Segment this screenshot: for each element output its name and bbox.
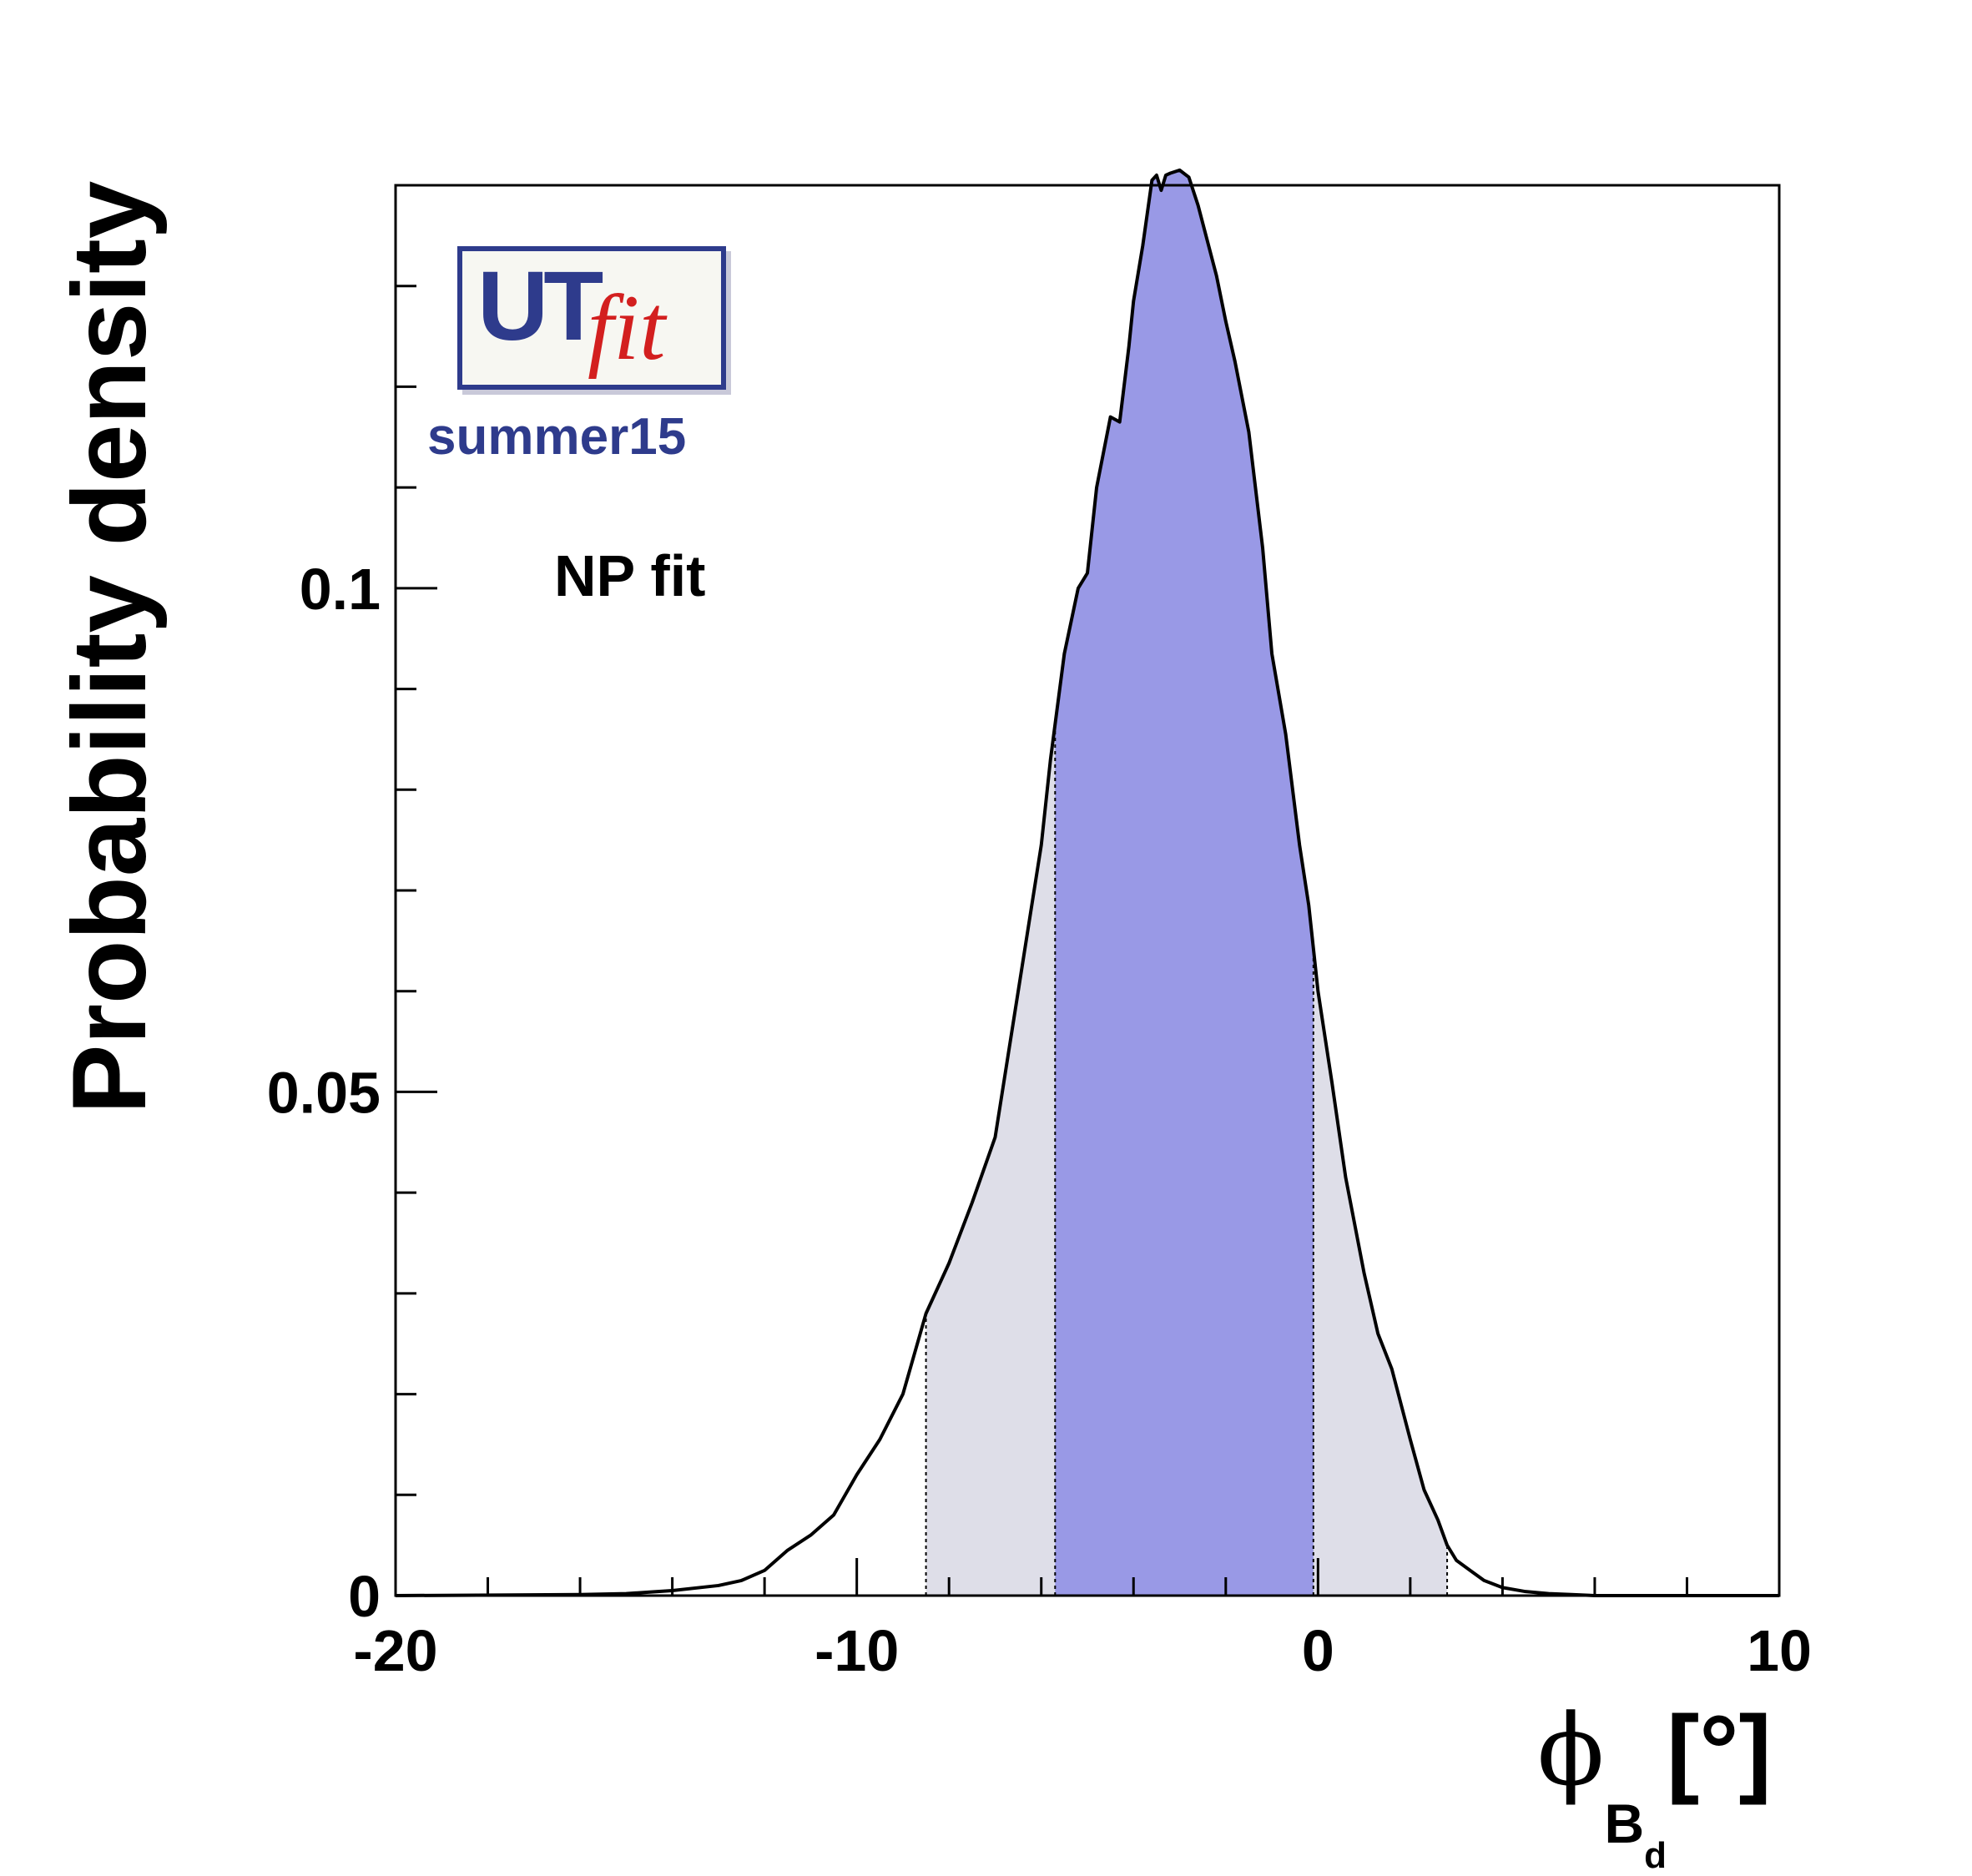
y-tick-label: 0 <box>348 1564 381 1629</box>
x-axis-subsubscript: d <box>1644 1835 1667 1876</box>
tick-group <box>394 184 1781 1597</box>
y-axis-label: Probability density <box>52 180 168 1114</box>
utfit-logo: UT fit <box>457 246 726 390</box>
x-tick-label: -20 <box>353 1618 437 1683</box>
band-boundary-lines <box>925 724 1449 1596</box>
logo-fit-text: fit <box>588 276 666 380</box>
band-68-area <box>1055 169 1314 1596</box>
curve-group <box>395 168 1779 1597</box>
x-tick-label: 0 <box>1302 1618 1334 1683</box>
x-tick-label: -10 <box>815 1618 899 1683</box>
x-axis-unit: [°] <box>1667 1696 1772 1806</box>
band-68-region <box>1055 169 1314 1596</box>
x-axis-symbol: ϕ <box>1537 1692 1605 1808</box>
logo-ut-text: UT <box>477 251 603 361</box>
season-label: summer15 <box>427 408 687 466</box>
y-tick-label: 0.05 <box>267 1060 381 1125</box>
density-curve <box>395 168 1779 1597</box>
fit-label: NP fit <box>554 543 706 608</box>
x-tick-label: 10 <box>1747 1618 1812 1683</box>
x-axis-label: ϕBd[°] <box>1537 1692 1772 1876</box>
tick-label-group: -20 -10 0 10 0 0.05 0.1 <box>267 557 1812 1683</box>
x-axis-subscript: B <box>1604 1793 1645 1854</box>
y-tick-label: 0.1 <box>300 557 381 622</box>
